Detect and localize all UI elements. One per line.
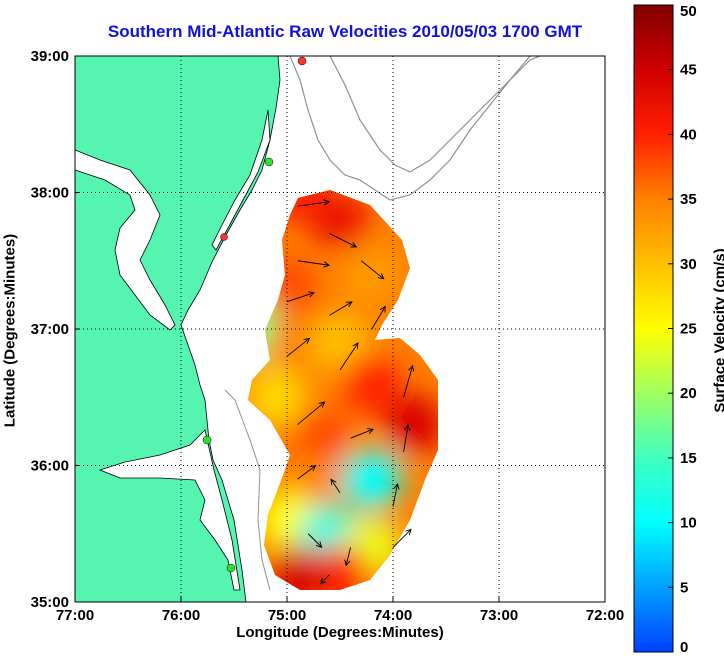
y-tick-label: 39:00 <box>31 48 69 65</box>
radar-site-marker <box>264 157 274 167</box>
bathymetry-contour-outer <box>329 56 541 173</box>
velocity-arrow <box>319 574 330 585</box>
colorbar-tick-label: 0 <box>680 639 688 656</box>
velocity-arrow <box>392 482 400 507</box>
velocity-arrow <box>360 260 385 280</box>
velocity-sample <box>310 312 370 373</box>
grid <box>75 56 605 602</box>
x-tick-label: 72:00 <box>586 607 624 624</box>
colorbar-tick-label: 30 <box>680 256 697 273</box>
x-tick-label: 77:00 <box>56 607 94 624</box>
velocity-arrow <box>403 423 411 452</box>
velocity-sample <box>267 312 328 373</box>
y-tick-label: 35:00 <box>31 594 69 611</box>
velocity-arrow <box>350 428 375 439</box>
velocity-arrow <box>329 301 353 316</box>
velocity-arrow <box>297 401 326 425</box>
coastal-bays <box>211 109 271 251</box>
velocity-sample <box>341 449 402 510</box>
bathymetry-contour-south <box>224 389 271 591</box>
velocity-arrow <box>330 478 341 494</box>
colorbar <box>633 4 674 653</box>
colorbar-tick-label: 25 <box>680 321 697 338</box>
colorbar-tick-label: 10 <box>680 515 697 532</box>
velocity-arrow <box>286 337 311 357</box>
velocity-sample <box>341 244 402 305</box>
radar-site-marker <box>220 233 228 241</box>
bathymetry-contour-inner <box>289 56 531 201</box>
colorbar-tick-label: 40 <box>680 126 697 143</box>
velocity-arrow <box>297 260 331 268</box>
velocity-arrow <box>297 199 331 207</box>
x-tick-label: 75:00 <box>268 607 306 624</box>
colorbar-tick-label: 35 <box>680 191 697 208</box>
x-tick-label: 74:00 <box>374 607 412 624</box>
y-axis: 35:00 36:00 37:00 38:00 39:00 <box>31 48 80 611</box>
radar-site-marker <box>226 563 236 573</box>
y-tick-label: 36:00 <box>31 458 69 475</box>
velocity-arrow <box>403 364 415 398</box>
velocity-arrow <box>344 547 352 567</box>
radar-site-marker <box>202 435 212 445</box>
colorbar-tick-label: 20 <box>680 385 697 402</box>
map-layer <box>75 56 541 602</box>
velocity-vectors <box>286 199 415 585</box>
colorbar-tick-label: 45 <box>680 62 697 79</box>
colorbar-axis: 0 5 10 15 20 25 30 35 40 45 50 <box>668 3 697 656</box>
x-tick-label: 76:00 <box>162 607 200 624</box>
x-axis-label: Longitude (Degrees:Minutes) <box>236 624 444 641</box>
velocity-sample <box>384 394 438 455</box>
x-axis: 77:00 76:00 75:00 74:00 73:00 72:00 <box>56 597 624 624</box>
x-tick-label: 73:00 <box>480 607 518 624</box>
radar-site-marker <box>297 56 307 66</box>
colorbar-tick-label: 50 <box>680 3 697 20</box>
colorbar-tick-label: 15 <box>680 450 697 467</box>
velocity-arrow <box>339 342 359 371</box>
chart-title: Southern Mid-Atlantic Raw Velocities 201… <box>107 22 583 41</box>
y-tick-label: 38:00 <box>31 185 69 202</box>
velocity-sample <box>341 353 402 414</box>
y-tick-label: 37:00 <box>31 321 69 338</box>
velocity-arrow <box>329 233 358 248</box>
sound-water <box>98 429 241 591</box>
velocity-arrow <box>286 291 315 303</box>
bay-water <box>75 149 176 331</box>
velocity-arrow <box>371 305 386 330</box>
velocity-arrow <box>392 528 412 548</box>
colorbar-tick-label: 5 <box>680 579 688 596</box>
velocity-arrow <box>307 533 323 548</box>
